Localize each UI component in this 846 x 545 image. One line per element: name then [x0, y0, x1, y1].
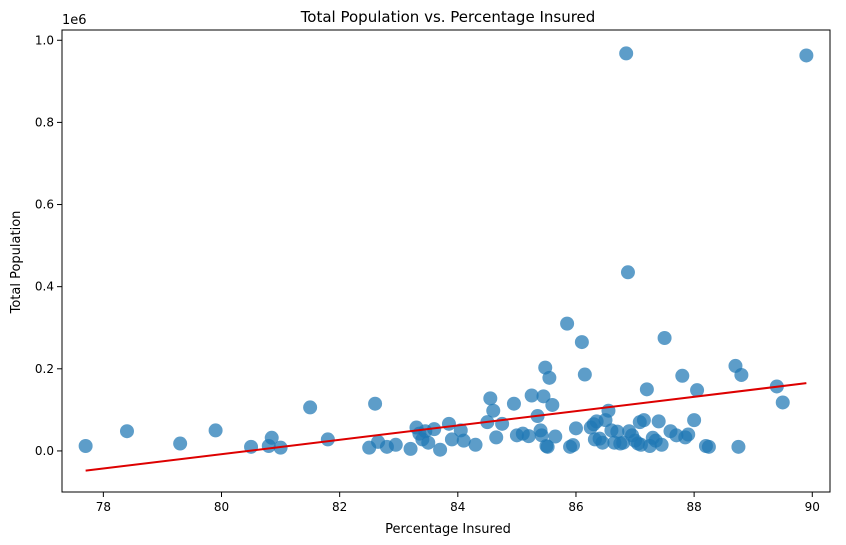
x-tick-label: 90 [805, 500, 820, 514]
data-point [524, 388, 539, 403]
data-point [468, 437, 483, 452]
data-point [548, 429, 563, 444]
data-point [681, 427, 696, 442]
y-axis-offset-label: 1e6 [62, 13, 87, 28]
data-point [568, 421, 583, 436]
data-point [620, 265, 635, 280]
data-point [444, 432, 459, 447]
x-tick-label: 86 [568, 500, 583, 514]
data-point [483, 391, 498, 406]
y-axis-label: Total Population [9, 211, 24, 315]
x-tick-label: 84 [450, 500, 465, 514]
y-tick-label: 0.2 [35, 362, 54, 376]
data-point [595, 435, 610, 450]
data-point [775, 395, 790, 410]
data-point [687, 413, 702, 428]
data-point [208, 423, 223, 438]
data-point [456, 433, 471, 448]
data-point [610, 424, 625, 439]
y-tick-label: 0.8 [35, 115, 54, 129]
data-point [701, 439, 716, 454]
data-point [654, 437, 669, 452]
data-point [577, 367, 592, 382]
data-point [574, 335, 589, 350]
data-point [566, 438, 581, 453]
trend-line [85, 382, 807, 472]
x-tick-label: 82 [332, 500, 347, 514]
data-point [388, 437, 403, 452]
data-point [489, 430, 504, 445]
y-tick-label: 0.4 [35, 280, 54, 294]
data-point [690, 383, 705, 398]
data-point [506, 396, 521, 411]
data-point [675, 368, 690, 383]
data-point [534, 428, 549, 443]
x-tick-label: 78 [96, 500, 111, 514]
data-point [521, 429, 536, 444]
data-point [636, 413, 651, 428]
x-tick-label: 80 [214, 500, 229, 514]
data-point [731, 439, 746, 454]
data-point [119, 424, 134, 439]
y-tick-label: 0.0 [35, 444, 54, 458]
axes-frame [61, 29, 831, 493]
data-point [403, 441, 418, 456]
data-point [657, 331, 672, 345]
y-tick-label: 1.0 [35, 33, 54, 47]
data-point [536, 389, 551, 404]
data-point [78, 439, 93, 454]
data-point [486, 403, 501, 418]
x-axis-label: Percentage Insured [385, 522, 511, 537]
data-point [441, 416, 456, 431]
data-point [560, 316, 575, 331]
data-point [799, 48, 814, 63]
data-point [540, 439, 555, 454]
data-point [542, 370, 557, 385]
chart-title: Total Population vs. Percentage Insured [300, 8, 596, 26]
data-point [639, 382, 654, 397]
data-point [619, 46, 634, 61]
data-point [303, 400, 318, 415]
data-point [173, 436, 188, 451]
data-point [264, 430, 279, 445]
data-point [651, 414, 666, 429]
y-tick-label: 0.6 [35, 198, 54, 212]
data-point [734, 367, 749, 382]
plot-area: 78 80 82 84 86 88 90 0.0 0.2 0.4 0.6 0.8 1.0 [35, 29, 831, 514]
data-point [421, 435, 436, 450]
data-point [433, 442, 448, 457]
data-point [368, 396, 383, 411]
data-point [545, 397, 560, 412]
data-point [320, 432, 335, 447]
x-tick-label: 88 [686, 500, 701, 514]
